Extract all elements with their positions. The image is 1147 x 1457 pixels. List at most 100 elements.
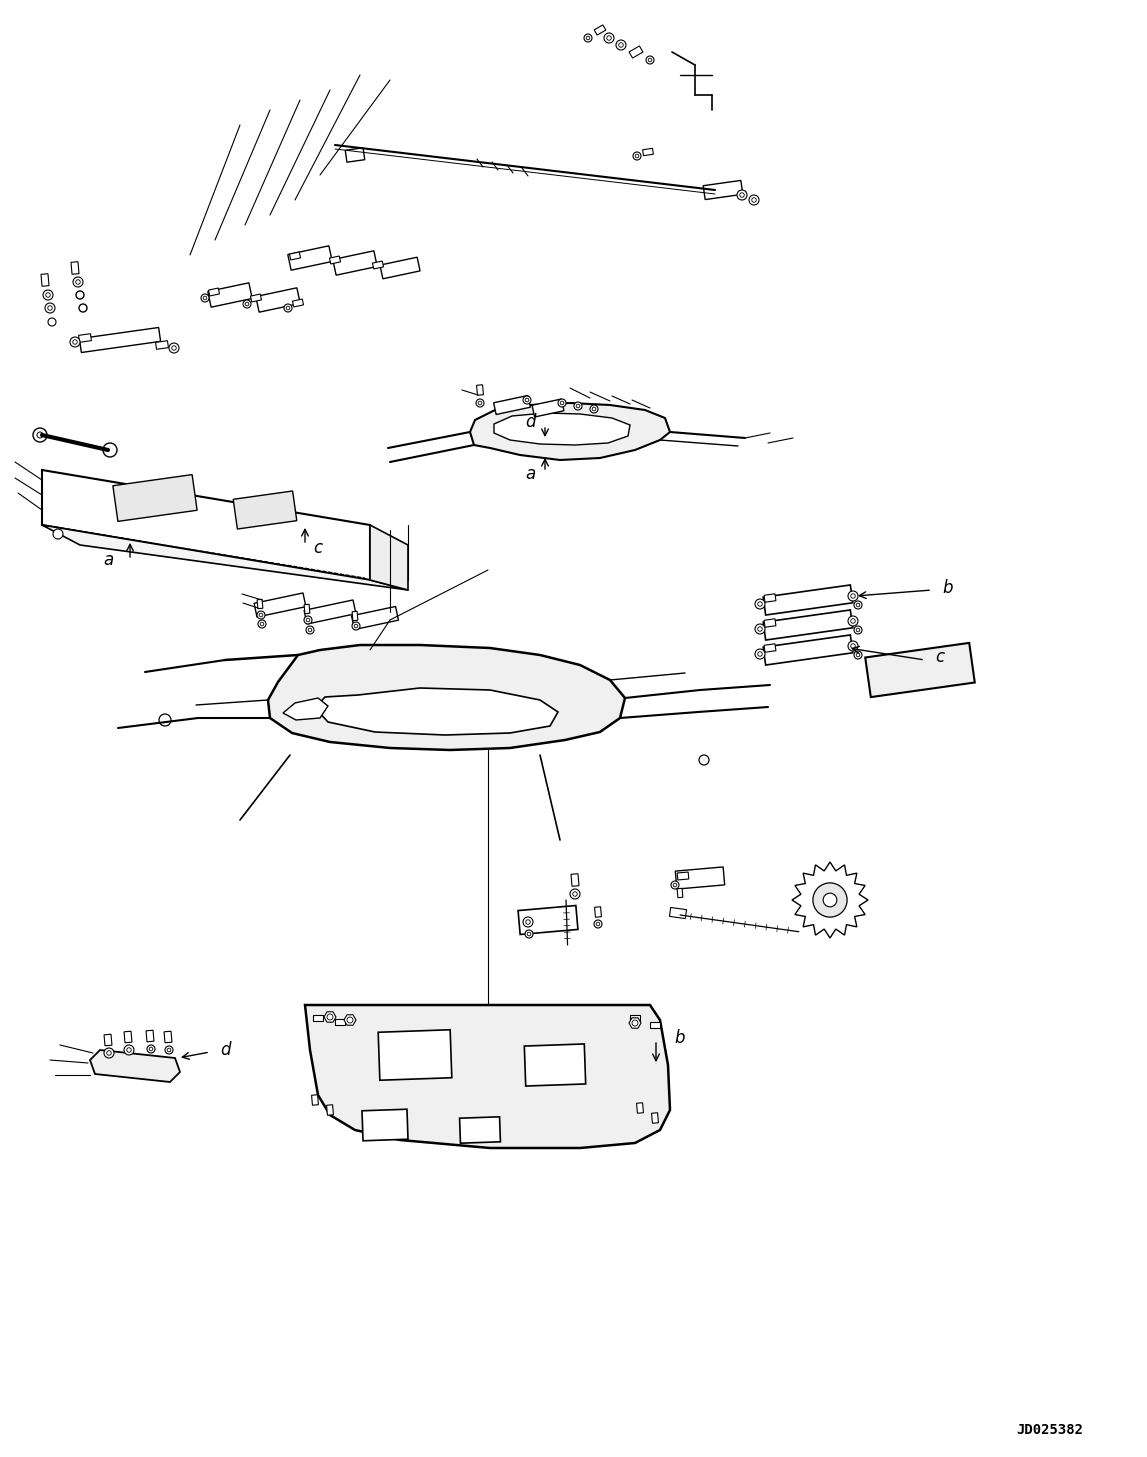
Circle shape (618, 42, 623, 47)
Polygon shape (255, 593, 306, 618)
Circle shape (572, 892, 577, 896)
Polygon shape (629, 1018, 641, 1029)
Circle shape (851, 644, 856, 648)
Circle shape (348, 1017, 353, 1023)
Circle shape (309, 628, 312, 632)
Circle shape (673, 883, 677, 887)
Circle shape (738, 189, 747, 200)
Text: a: a (103, 551, 114, 570)
Circle shape (70, 337, 80, 347)
Polygon shape (470, 404, 670, 460)
Polygon shape (164, 1032, 172, 1043)
Polygon shape (670, 908, 687, 918)
Circle shape (48, 318, 56, 326)
Circle shape (525, 919, 530, 924)
Polygon shape (146, 1030, 154, 1042)
Circle shape (824, 893, 837, 906)
Circle shape (169, 342, 179, 353)
Polygon shape (532, 399, 564, 417)
Polygon shape (791, 863, 868, 938)
Circle shape (79, 305, 87, 312)
Polygon shape (124, 1032, 132, 1043)
Polygon shape (304, 605, 310, 613)
Circle shape (592, 407, 595, 411)
Circle shape (258, 621, 266, 628)
Circle shape (159, 714, 171, 726)
Polygon shape (313, 1016, 323, 1021)
Circle shape (37, 431, 42, 439)
Polygon shape (380, 258, 420, 278)
Polygon shape (676, 867, 725, 889)
Circle shape (124, 1045, 134, 1055)
Polygon shape (629, 47, 643, 58)
Polygon shape (257, 599, 263, 609)
Polygon shape (524, 1045, 586, 1085)
Polygon shape (352, 612, 358, 621)
Circle shape (165, 1046, 173, 1053)
Polygon shape (379, 1030, 452, 1080)
Polygon shape (373, 261, 383, 270)
Text: c: c (313, 539, 322, 557)
Circle shape (243, 300, 251, 307)
Circle shape (525, 930, 533, 938)
Polygon shape (703, 181, 743, 200)
Circle shape (354, 624, 358, 628)
Circle shape (646, 55, 654, 64)
Circle shape (848, 592, 858, 600)
Circle shape (570, 889, 580, 899)
Polygon shape (268, 645, 625, 750)
Circle shape (103, 443, 117, 457)
Polygon shape (494, 412, 630, 444)
Polygon shape (256, 288, 301, 312)
Polygon shape (305, 1005, 670, 1148)
Polygon shape (345, 147, 365, 162)
Polygon shape (594, 25, 606, 35)
Polygon shape (250, 294, 262, 302)
Polygon shape (288, 246, 333, 270)
Polygon shape (677, 889, 682, 898)
Polygon shape (493, 395, 530, 414)
Circle shape (73, 277, 83, 287)
Circle shape (525, 398, 529, 402)
Circle shape (648, 58, 651, 61)
Circle shape (758, 651, 763, 656)
Circle shape (528, 932, 531, 935)
Polygon shape (209, 288, 219, 296)
Polygon shape (71, 262, 79, 274)
Text: b: b (943, 578, 953, 597)
Polygon shape (333, 251, 377, 275)
Polygon shape (323, 1011, 336, 1023)
Circle shape (172, 345, 177, 350)
Circle shape (755, 599, 765, 609)
Circle shape (604, 34, 614, 44)
Circle shape (46, 293, 50, 297)
Circle shape (758, 602, 763, 606)
Circle shape (245, 302, 249, 306)
Circle shape (856, 628, 860, 632)
Circle shape (590, 405, 598, 412)
Circle shape (76, 291, 84, 299)
Circle shape (287, 306, 290, 310)
Circle shape (594, 919, 602, 928)
Circle shape (848, 616, 858, 627)
Polygon shape (42, 471, 370, 580)
Polygon shape (764, 594, 775, 602)
Circle shape (616, 39, 626, 50)
Circle shape (327, 1014, 333, 1020)
Circle shape (856, 603, 860, 606)
Circle shape (586, 36, 590, 39)
Circle shape (476, 399, 484, 407)
Circle shape (584, 34, 592, 42)
Circle shape (76, 280, 80, 284)
Polygon shape (112, 475, 197, 522)
Circle shape (749, 195, 759, 205)
Circle shape (560, 401, 564, 405)
Circle shape (523, 916, 533, 927)
Polygon shape (677, 873, 689, 880)
Polygon shape (79, 328, 161, 353)
Text: a: a (525, 465, 536, 484)
Circle shape (851, 594, 856, 599)
Circle shape (104, 1048, 114, 1058)
Polygon shape (642, 149, 654, 156)
Polygon shape (312, 1094, 319, 1106)
